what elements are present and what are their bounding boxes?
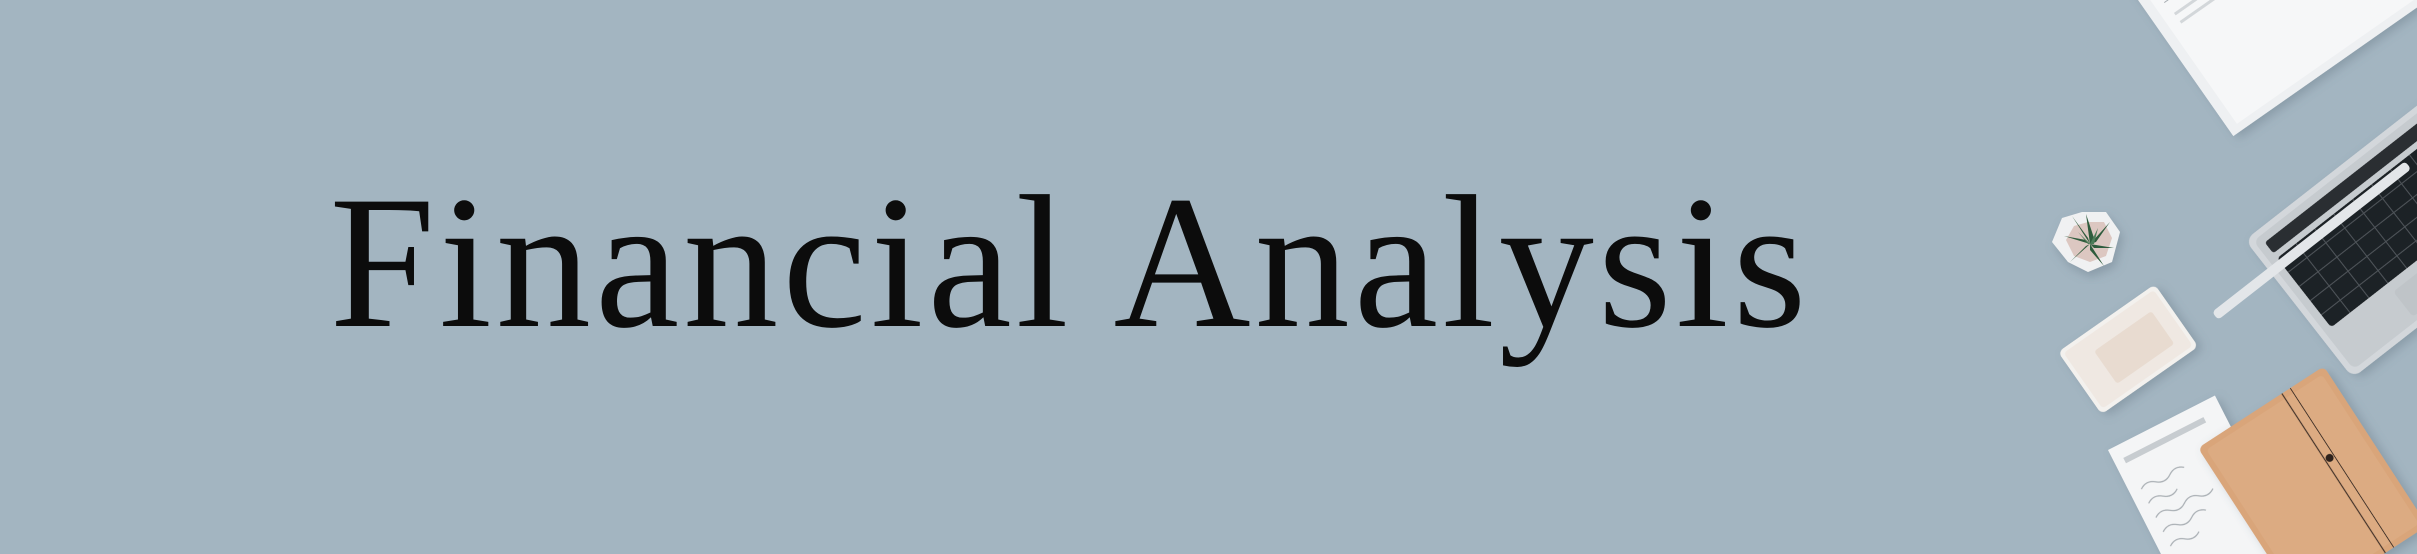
desk-flatlay-illustration: BUSINESS xyxy=(1990,0,2417,554)
notebook xyxy=(2200,368,2417,554)
notepad xyxy=(2108,395,2293,554)
laptop-lid xyxy=(2213,162,2410,319)
newspaper: BUSINESS xyxy=(2110,0,2417,137)
page-title: Financial Analysis xyxy=(329,158,1811,368)
potted-succulent xyxy=(2052,212,2120,272)
card-box xyxy=(2060,286,2196,412)
